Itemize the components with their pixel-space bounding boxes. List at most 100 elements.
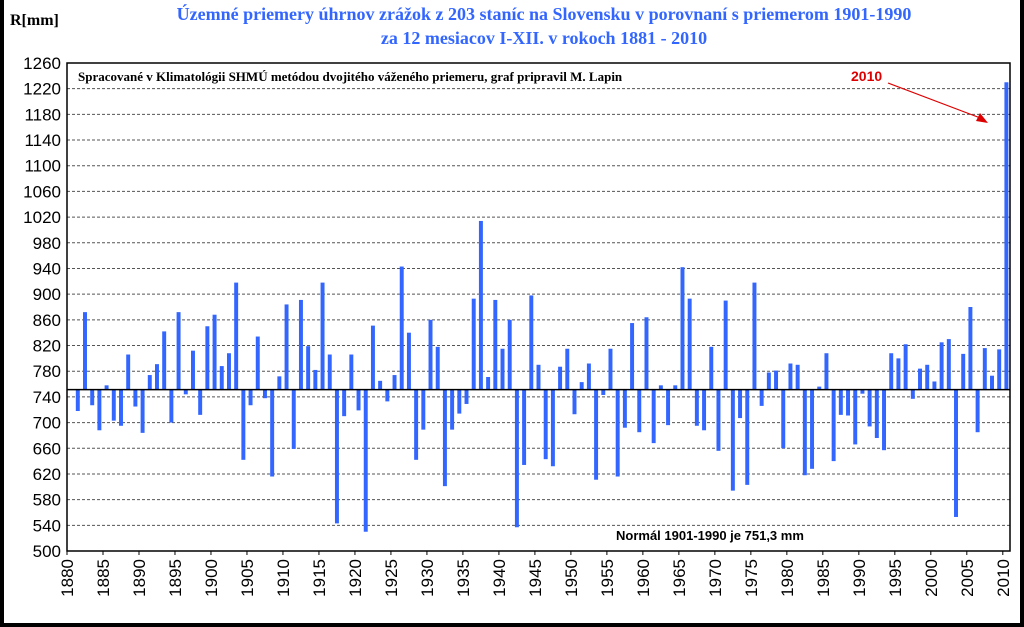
- bar: [493, 299, 498, 390]
- highlight-arrow-line: [887, 82, 984, 120]
- x-tick-label: 1990: [850, 559, 869, 597]
- bar: [306, 346, 311, 390]
- bar: [630, 323, 635, 390]
- highlight-label: 2010: [851, 68, 882, 84]
- y-tick-label: 700: [33, 414, 61, 433]
- bar: [918, 368, 922, 390]
- bar: [838, 389, 843, 415]
- bar: [471, 298, 476, 390]
- bar: [867, 389, 872, 427]
- bar: [205, 326, 210, 390]
- y-tick-label: 1100: [24, 157, 61, 176]
- bar: [658, 385, 663, 390]
- bar: [817, 386, 822, 390]
- bar: [255, 336, 260, 390]
- y-tick-label: 780: [33, 362, 61, 381]
- bar: [284, 304, 289, 390]
- bar: [608, 348, 613, 390]
- y-tick-label: 740: [33, 388, 61, 407]
- bar: [140, 389, 145, 433]
- bar: [694, 389, 699, 426]
- bar: [673, 385, 678, 390]
- bar: [896, 358, 901, 390]
- y-tick-label: 580: [33, 491, 61, 510]
- x-tick-label: 1965: [670, 559, 689, 597]
- chart-subtitle: za 12 mesiacov I-XII. v rokoch 1881 - 20…: [380, 28, 708, 48]
- bar: [961, 353, 966, 390]
- highlight-arrow-head: [976, 113, 988, 123]
- x-tick-label: 1920: [346, 559, 365, 597]
- bar: [802, 389, 807, 476]
- bar: [500, 348, 505, 390]
- x-tick-label: 1970: [706, 559, 725, 597]
- bar: [435, 346, 440, 390]
- plot-area: [66, 62, 1011, 552]
- bar: [90, 389, 95, 406]
- bar: [766, 372, 771, 390]
- bar: [860, 389, 865, 394]
- bar: [334, 389, 339, 524]
- y-tick-label: 660: [33, 439, 61, 458]
- bar: [486, 376, 491, 390]
- bar: [370, 325, 375, 390]
- bar: [788, 363, 793, 390]
- bar: [723, 300, 728, 390]
- bar: [932, 381, 937, 390]
- bar: [133, 389, 138, 407]
- bar: [356, 389, 361, 411]
- bar: [752, 282, 757, 390]
- bar: [1004, 82, 1009, 390]
- x-tick-label: 2010: [994, 559, 1013, 597]
- bar: [83, 312, 87, 390]
- bar: [939, 342, 944, 390]
- bar: [831, 389, 836, 462]
- y-tick-label: 1220: [23, 80, 61, 99]
- bar: [903, 344, 908, 390]
- bar: [594, 389, 599, 480]
- x-tick-label: 1940: [490, 559, 509, 597]
- bar: [450, 389, 455, 430]
- x-tick-label: 1980: [778, 559, 797, 597]
- bar: [277, 376, 282, 390]
- bar: [874, 389, 879, 438]
- bar: [824, 353, 829, 390]
- bar: [155, 364, 159, 390]
- y-tick-labels: 500 540 580 620 660 700 740 780 820 860 900 940 980 1…: [23, 54, 61, 561]
- bar: [889, 353, 894, 390]
- bar: [579, 382, 584, 390]
- x-tick-label: 1890: [130, 559, 149, 597]
- x-tick-label: 1935: [454, 559, 473, 597]
- bar: [241, 389, 246, 460]
- bar: [795, 364, 800, 390]
- x-tick-label: 1900: [202, 559, 221, 597]
- bar: [507, 319, 512, 390]
- bar: [954, 389, 958, 517]
- bar: [716, 389, 721, 451]
- bar: [601, 389, 606, 395]
- bar: [687, 298, 692, 390]
- bar: [421, 389, 426, 430]
- bar: [586, 363, 591, 390]
- x-tick-label: 2000: [922, 559, 941, 597]
- bar: [414, 389, 419, 460]
- x-tick-label: 1955: [598, 559, 617, 597]
- x-tick-label: 1925: [382, 559, 401, 597]
- y-axis-label: R[mm]: [10, 12, 59, 29]
- bar: [543, 389, 548, 460]
- y-tick-label: 1180: [24, 105, 61, 124]
- x-tick-labels: 1880 1885 1890 1895 1900 1905 1910 1915 1920 1925…: [58, 551, 1013, 597]
- bar: [119, 389, 123, 426]
- bar: [464, 389, 469, 404]
- bar: [226, 353, 231, 390]
- chart-title: Územné priemery úhrnov zrážok z 203 stan…: [176, 4, 912, 24]
- bar: [975, 389, 980, 433]
- bar: [212, 314, 217, 390]
- bar: [198, 389, 203, 415]
- y-tick-label: 620: [33, 465, 61, 484]
- bar: [183, 389, 188, 395]
- bar: [615, 389, 620, 477]
- y-tick-label: 860: [33, 311, 61, 330]
- bar: [190, 350, 195, 390]
- x-tick-label: 1905: [238, 559, 257, 597]
- bar: [428, 319, 433, 390]
